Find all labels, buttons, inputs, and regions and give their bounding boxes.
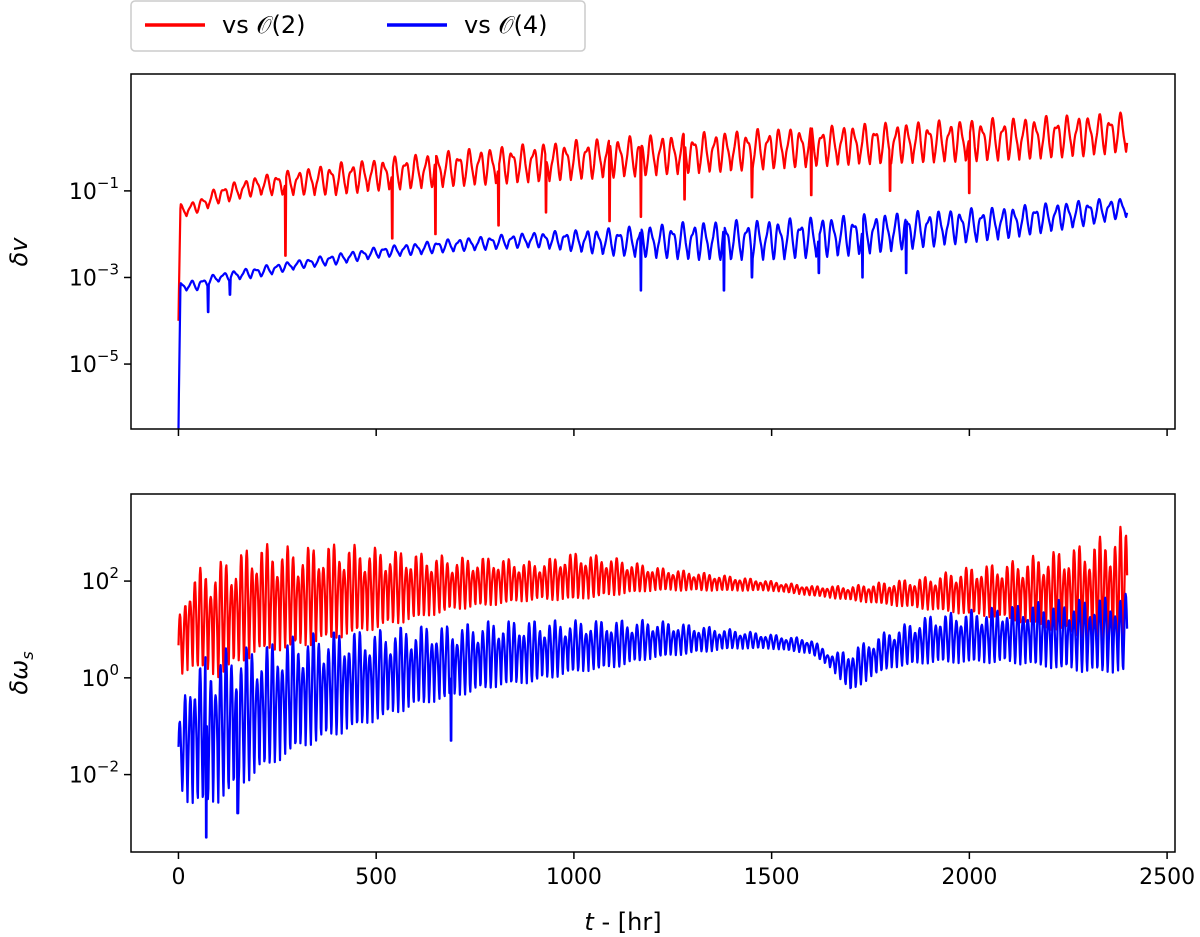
bottom-x-tick-label: 500 xyxy=(355,865,397,890)
bottom-x-ticks: 0 500 1000 1500 2000 2500 xyxy=(171,852,1195,890)
top-y-axis-label: δv xyxy=(5,237,33,267)
bottom-x-tick-label: 1000 xyxy=(546,865,602,890)
top-series-red-line xyxy=(177,111,1129,321)
top-axes-frame xyxy=(130,73,1176,430)
bottom-series-blue-line xyxy=(177,592,1129,839)
top-y-tick-label: 10−5 xyxy=(69,347,119,378)
bottom-x-tick-label: 2500 xyxy=(1139,865,1195,890)
legend-frame xyxy=(130,0,586,52)
bottom-panel: 0 500 1000 1500 2000 2500 102 100 10−2 δωs t - … xyxy=(5,493,1195,936)
top-panel: 10−1 10−3 10−5 δv xyxy=(5,73,1176,436)
bottom-axes-frame xyxy=(130,493,1176,853)
top-series-blue-line xyxy=(177,198,1129,429)
bottom-y-tick-label: 10−2 xyxy=(69,758,119,789)
bottom-x-tick-label: 2000 xyxy=(941,865,997,890)
bottom-y-ticks: 102 100 10−2 xyxy=(69,564,131,789)
legend-label-red: vs 𝒪(2) xyxy=(222,11,305,39)
bottom-y-tick-label: 102 xyxy=(81,564,119,595)
top-y-ticks: 10−1 10−3 10−5 xyxy=(69,174,131,378)
bottom-plot-area xyxy=(177,525,1129,839)
top-y-tick-label: 10−1 xyxy=(69,174,119,205)
bottom-y-axis-label: δωs xyxy=(5,651,37,694)
legend-label-blue: vs 𝒪(4) xyxy=(464,11,547,39)
x-axis-label: t - [hr] xyxy=(584,908,661,936)
bottom-x-tick-label: 1500 xyxy=(744,865,800,890)
legend: vs 𝒪(2) vs 𝒪(4) xyxy=(130,0,586,52)
top-y-tick-label: 10−3 xyxy=(69,260,119,291)
bottom-x-tick-label: 0 xyxy=(171,865,185,890)
top-x-ticks xyxy=(177,429,1168,436)
top-plot-area xyxy=(177,111,1129,429)
bottom-y-tick-label: 100 xyxy=(81,661,119,692)
bottom-series-red-line xyxy=(177,525,1129,679)
